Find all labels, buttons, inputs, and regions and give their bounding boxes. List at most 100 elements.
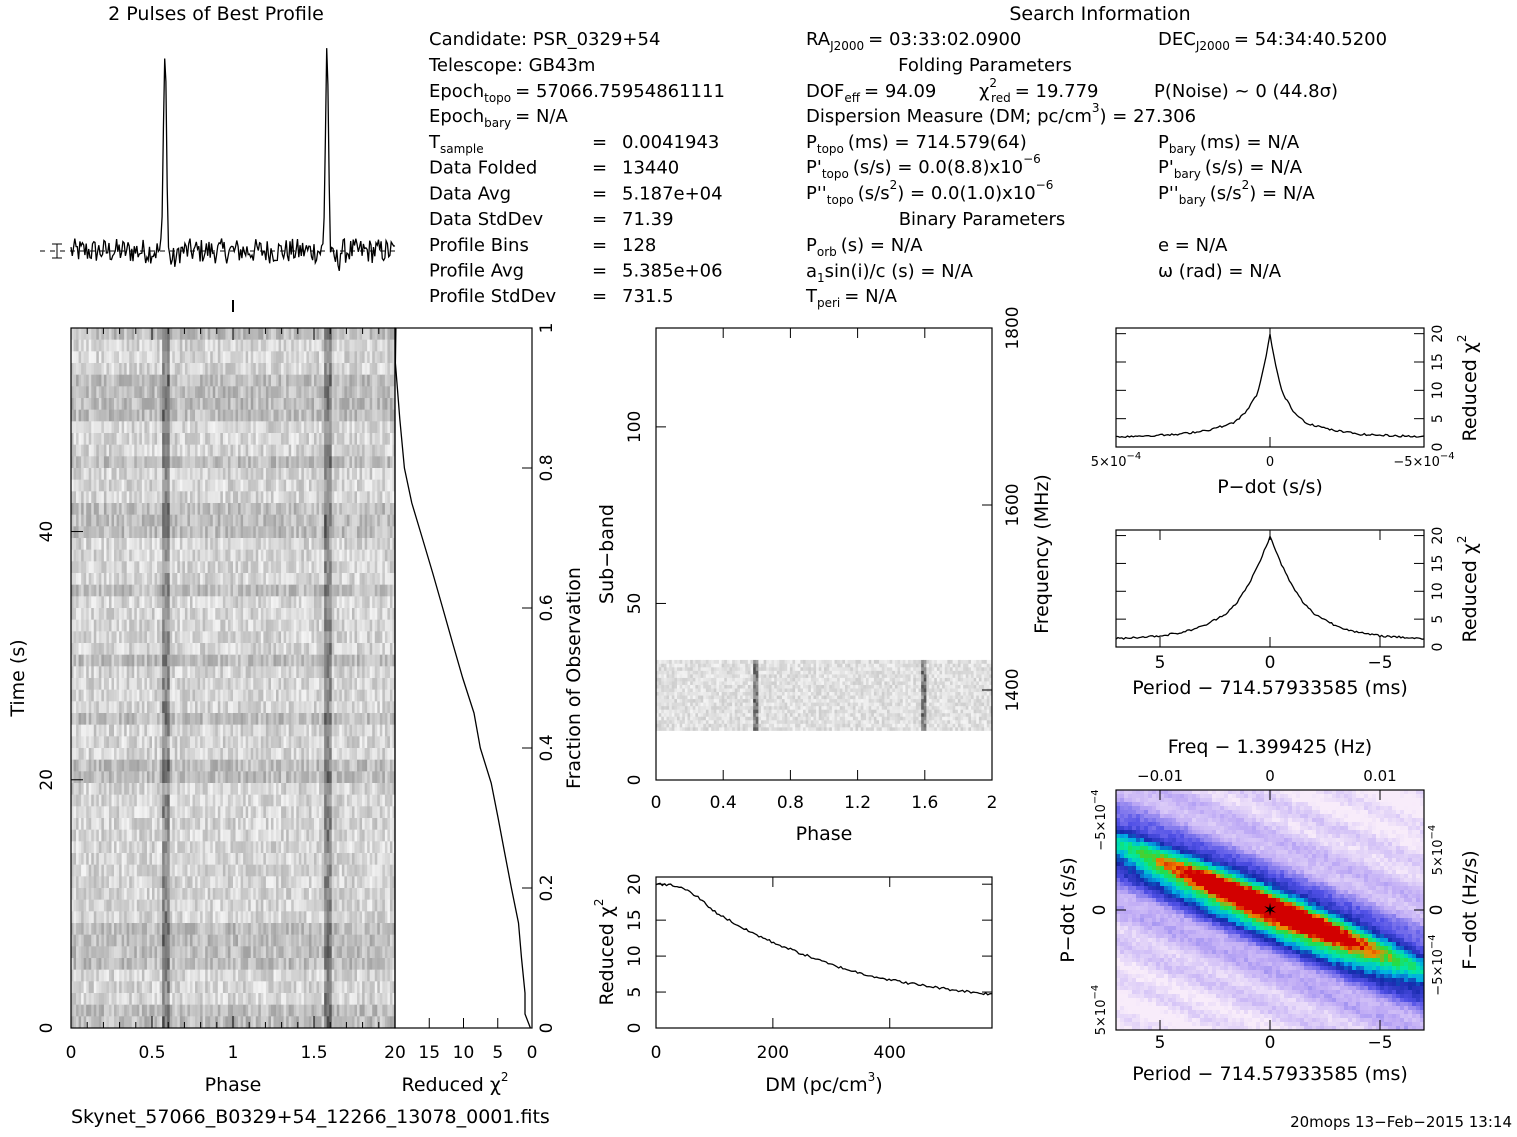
time-phase-cell <box>106 363 109 375</box>
time-phase-cell <box>86 573 89 585</box>
time-phase-cell <box>355 363 358 375</box>
time-phase-cell <box>342 433 345 445</box>
time-phase-cell <box>127 550 130 562</box>
time-phase-cell <box>233 771 236 783</box>
time-phase-cell <box>94 690 97 702</box>
time-phase-cell <box>76 643 79 655</box>
time-phase-cell <box>81 748 84 760</box>
time-phase-cell <box>114 433 117 445</box>
time-phase-cell <box>382 631 385 643</box>
time-phase-cell <box>236 596 239 608</box>
time-phase-cell <box>101 596 104 608</box>
time-phase-cell <box>119 351 122 363</box>
time-phase-cell <box>261 771 264 783</box>
time-phase-cell <box>271 456 274 468</box>
time-phase-cell <box>248 398 251 410</box>
time-phase-cell <box>96 561 99 573</box>
time-phase-cell <box>370 596 373 608</box>
time-phase-cell <box>286 363 289 375</box>
time-phase-cell <box>195 771 198 783</box>
time-phase-cell <box>228 655 231 667</box>
time-phase-cell <box>210 666 213 678</box>
time-phase-cell <box>233 421 236 433</box>
time-phase-cell <box>96 410 99 422</box>
time-phase-cell <box>365 328 368 340</box>
time-phase-cell <box>84 538 87 550</box>
time-phase-cell <box>347 690 350 702</box>
time-phase-cell <box>279 701 282 713</box>
time-phase-cell <box>220 748 223 760</box>
time-phase-cell <box>360 468 363 480</box>
time-phase-cell <box>334 655 337 667</box>
time-phase-cell <box>387 701 390 713</box>
time-phase-cell <box>327 631 330 643</box>
time-phase-cell <box>362 421 365 433</box>
time-phase-cell <box>180 596 183 608</box>
time-phase-cell <box>89 421 92 433</box>
time-phase-cell <box>306 643 309 655</box>
time-phase-cell <box>177 491 180 503</box>
time-phase-cell <box>129 736 132 748</box>
time-phase-cell <box>225 771 228 783</box>
time-phase-cell <box>144 351 147 363</box>
time-phase-cell <box>99 771 102 783</box>
time-phase-cell <box>314 725 317 737</box>
time-phase-cell <box>284 573 287 585</box>
time-phase-cell <box>187 526 190 538</box>
time-phase-cell <box>375 713 378 725</box>
time-phase-cell <box>241 410 244 422</box>
time-phase-cell <box>185 433 188 445</box>
time-phase-cell <box>198 666 201 678</box>
time-phase-cell <box>258 421 261 433</box>
time-phase-cell <box>172 585 175 597</box>
time-phase-cell <box>81 433 84 445</box>
pddot-topo: P''topo(s/s2) = 0.0(1.0)x10−6 <box>806 178 1053 207</box>
time-phase-cell <box>139 456 142 468</box>
time-phase-cell <box>139 620 142 632</box>
time-phase-cell <box>79 771 82 783</box>
time-phase-cell <box>339 561 342 573</box>
time-phase-cell <box>76 666 79 678</box>
time-phase-cell <box>223 631 226 643</box>
time-phase-cell <box>304 736 307 748</box>
time-phase-cell <box>243 468 246 480</box>
time-phase-cell <box>327 655 330 667</box>
time-phase-cell <box>99 491 102 503</box>
time-phase-cell <box>306 445 309 457</box>
time-phase-cell <box>314 596 317 608</box>
time-phase-cell <box>89 340 92 352</box>
time-phase-cell <box>314 445 317 457</box>
time-phase-cell <box>185 363 188 375</box>
time-phase-cell <box>104 351 107 363</box>
time-phase-cell <box>233 596 236 608</box>
time-phase-cell <box>286 678 289 690</box>
time-phase-cell <box>243 550 246 562</box>
time-phase-cell <box>306 655 309 667</box>
time-phase-cell <box>314 538 317 550</box>
time-phase-cell <box>256 608 259 620</box>
time-phase-cell <box>106 643 109 655</box>
time-phase-cell <box>258 561 261 573</box>
time-phase-cell <box>195 725 198 737</box>
time-phase-cell <box>152 573 155 585</box>
time-phase-cell <box>180 550 183 562</box>
time-phase-cell <box>89 573 92 585</box>
time-phase-cell <box>241 713 244 725</box>
time-phase-cell <box>309 386 312 398</box>
time-phase-cell <box>112 328 115 340</box>
time-phase-cell <box>375 760 378 772</box>
time-phase-cell <box>147 456 150 468</box>
time-phase-cell <box>266 713 269 725</box>
time-phase-cell <box>160 375 163 387</box>
time-phase-cell <box>139 690 142 702</box>
time-phase-cell <box>101 690 104 702</box>
time-phase-cell <box>112 398 115 410</box>
time-phase-cell <box>76 725 79 737</box>
time-phase-cell <box>309 608 312 620</box>
time-phase-cell <box>362 515 365 527</box>
time-phase-cell <box>329 503 332 515</box>
time-phase-cell <box>304 363 307 375</box>
time-phase-cell <box>155 386 158 398</box>
time-phase-cell <box>144 690 147 702</box>
time-phase-cell <box>294 713 297 725</box>
